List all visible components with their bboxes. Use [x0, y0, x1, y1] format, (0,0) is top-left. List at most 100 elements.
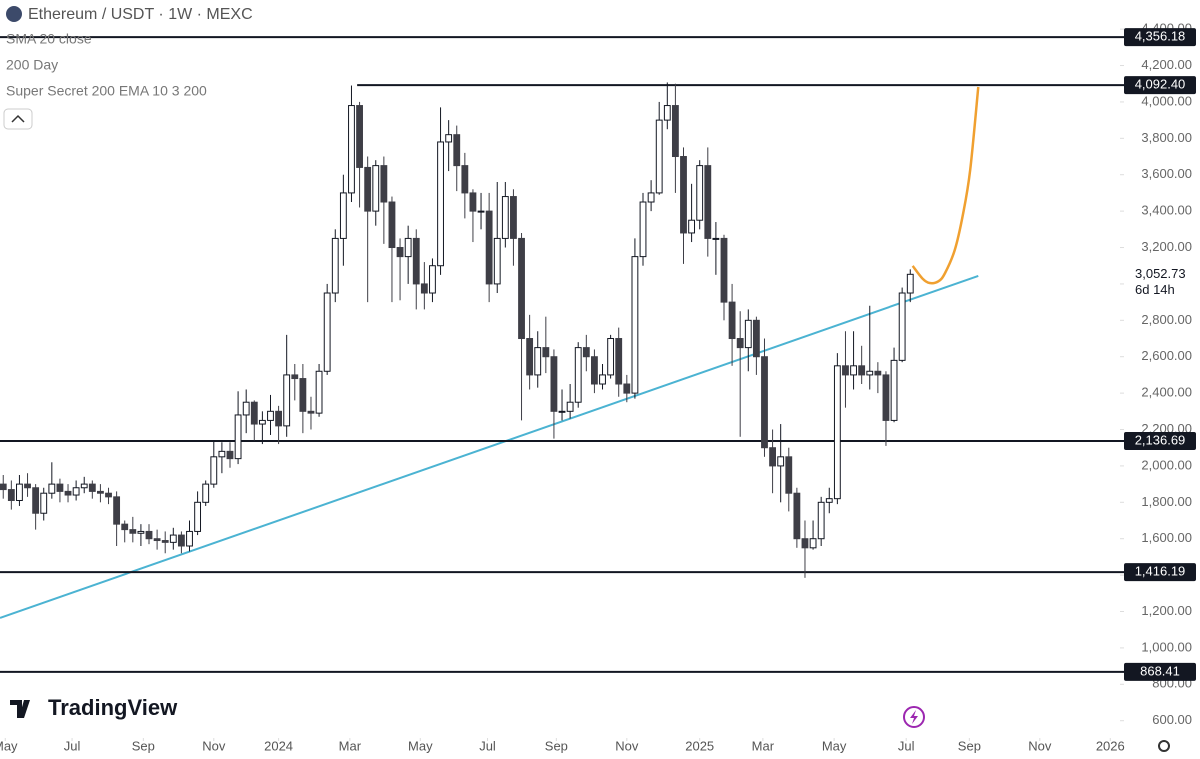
level-label-box [1124, 76, 1196, 95]
chart-title: Ethereum / USDT · 1W · MEXC [28, 6, 253, 23]
candle-body [137, 530, 145, 534]
candle-body [469, 192, 477, 212]
collapse-icon [11, 114, 25, 123]
candle-body [566, 401, 574, 412]
y-tick-label: 1,600.00 [1141, 530, 1192, 545]
candle-body [825, 498, 833, 503]
y-tick-label: 3,200.00 [1141, 239, 1192, 254]
settings-icon[interactable] [1158, 740, 1170, 752]
level-label: 868.41 [1140, 663, 1180, 678]
candle-body [882, 374, 890, 421]
y-tick-label: 2,000.00 [1141, 457, 1192, 472]
candle-body [372, 165, 380, 212]
candle-body [526, 338, 534, 376]
y-tick-label: 1,000.00 [1141, 639, 1192, 654]
x-tick-label: Jul [898, 738, 915, 753]
candle-body [97, 490, 104, 494]
candle-body [582, 347, 590, 358]
candle-body [412, 237, 420, 285]
x-tick-label: Sep [132, 738, 155, 753]
y-tick-label: 3,800.00 [1141, 130, 1192, 145]
candle-body [850, 365, 857, 376]
x-tick-label: Nov [615, 738, 639, 753]
candle-body [210, 456, 218, 485]
y-tick-label: 3,400.00 [1141, 203, 1192, 218]
y-tick-label: 2,400.00 [1141, 385, 1192, 400]
level-label-box [1124, 432, 1196, 451]
candle-body [32, 487, 40, 514]
candle-body [728, 301, 736, 340]
candle-body [696, 165, 704, 221]
candle-body [202, 483, 210, 503]
x-tick-label: Jul [64, 738, 81, 753]
candle-body [704, 165, 712, 239]
candle-body [461, 165, 469, 194]
candle-body [323, 292, 331, 372]
candle-body [283, 374, 291, 427]
candle-body [88, 483, 96, 492]
level-label: 4,356.18 [1135, 29, 1186, 44]
candle-body [307, 410, 315, 414]
candle-body [501, 196, 509, 239]
countdown-label: 6d 14h [1135, 282, 1175, 297]
candle-body [145, 530, 153, 540]
y-tick-label: 2,800.00 [1141, 312, 1192, 327]
candle-body [671, 105, 679, 158]
candle-body [56, 483, 64, 492]
candle-body [437, 141, 444, 267]
candle-body [194, 501, 202, 532]
candle-body [453, 134, 461, 167]
candle-body [388, 201, 396, 249]
last-price-box [1124, 264, 1196, 299]
y-tick-label: 1,200.00 [1141, 603, 1192, 618]
candle-body [267, 410, 274, 421]
candle-body [24, 483, 31, 489]
candle-body [542, 347, 550, 358]
candle-body [615, 338, 623, 385]
y-tick-label: 600.00 [1152, 712, 1192, 727]
y-tick-label: 4,200.00 [1141, 57, 1192, 72]
symbol-logo [6, 6, 22, 22]
x-tick-label: May [0, 738, 18, 753]
level-label: 2,136.69 [1135, 432, 1186, 447]
x-tick-label: May [408, 738, 433, 753]
candle-body [663, 105, 671, 121]
candle-body [72, 487, 80, 496]
candle-body [105, 492, 112, 498]
candle-body [339, 192, 347, 239]
candle-body [16, 483, 23, 501]
alert-bolt [910, 710, 918, 724]
candle-body [404, 237, 412, 258]
candle-body [623, 383, 631, 394]
candle-body [0, 483, 7, 491]
candle-body [275, 410, 282, 427]
x-tick-label: 2025 [685, 738, 714, 753]
candle-body [48, 483, 56, 494]
indicator-label: Super Secret 200 EMA 10 3 200 [6, 83, 207, 99]
candle-body [736, 338, 744, 349]
candle-body [234, 414, 242, 460]
candle-body [639, 201, 647, 258]
candle-body [429, 265, 436, 294]
candle-body [258, 419, 266, 425]
candle-body [218, 450, 226, 458]
candle-body [833, 365, 841, 500]
indicator-label: SMA 20 close [6, 31, 92, 47]
candle-body [591, 356, 598, 385]
y-tick-label: 2,600.00 [1141, 348, 1192, 363]
candle-body [186, 530, 193, 547]
level-label-box [1124, 28, 1196, 47]
candle-body [420, 283, 428, 294]
candle-body [550, 356, 558, 412]
candle-body [40, 492, 48, 514]
candle-body [169, 534, 177, 543]
candle-body [477, 210, 485, 213]
candle-body [242, 401, 250, 416]
x-tick-label: Jul [479, 738, 496, 753]
collapse-button[interactable] [3, 108, 33, 130]
candle-body [688, 219, 696, 234]
candle-body [858, 365, 866, 376]
alert-icon[interactable] [903, 706, 925, 728]
candle-body [607, 338, 615, 376]
